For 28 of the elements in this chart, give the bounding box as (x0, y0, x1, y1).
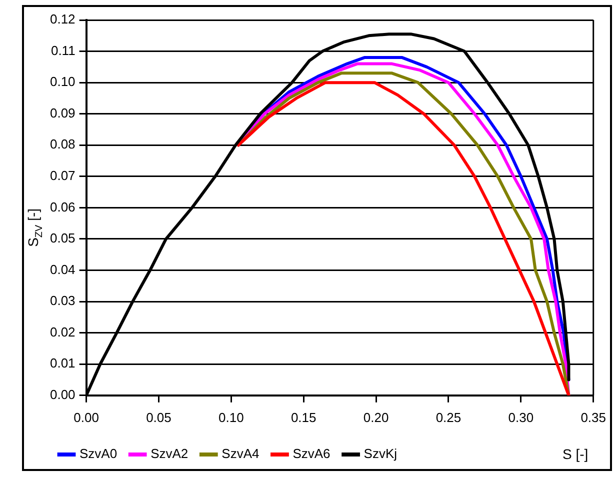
x-tick-label: 0.10 (218, 410, 244, 425)
y-tick-label: 0.10 (50, 74, 76, 90)
y-tick-label: 0.01 (50, 356, 76, 371)
legend-label: SzvA0 (80, 446, 118, 462)
y-tick-label: 0.06 (50, 199, 76, 214)
legend-label: SzvA4 (222, 446, 260, 462)
y-tick-label: 0.09 (50, 105, 76, 120)
y-tick-label: 0.02 (50, 324, 76, 340)
x-axis-title: S [-] (562, 446, 588, 462)
x-tick-label: 0.25 (436, 410, 462, 425)
y-axis-title: SZV [-] (25, 208, 45, 247)
y-tick-label: 0.07 (50, 168, 76, 183)
y-tick-label: 0.03 (50, 293, 76, 308)
x-tick-label: 0.15 (290, 410, 316, 425)
y-tick-label: 0.12 (50, 12, 76, 27)
x-tick-label: 0.00 (74, 410, 99, 425)
y-tick-label: 0.05 (50, 230, 76, 246)
legend-label: SzvA2 (150, 446, 188, 462)
y-tick-label: 0.11 (50, 42, 76, 58)
y-tick-label: 0.04 (50, 262, 76, 277)
x-tick-label: 0.30 (508, 410, 534, 425)
x-tick-label: 0.35 (580, 410, 606, 425)
y-tick-label: 0.08 (50, 136, 76, 152)
y-tick-label: 0.00 (50, 386, 76, 402)
x-tick-label: 0.05 (146, 410, 172, 425)
x-tick-label: 0.20 (363, 410, 389, 425)
legend-label: SzvA6 (292, 446, 330, 462)
legend-label: SzvKj (364, 446, 398, 462)
